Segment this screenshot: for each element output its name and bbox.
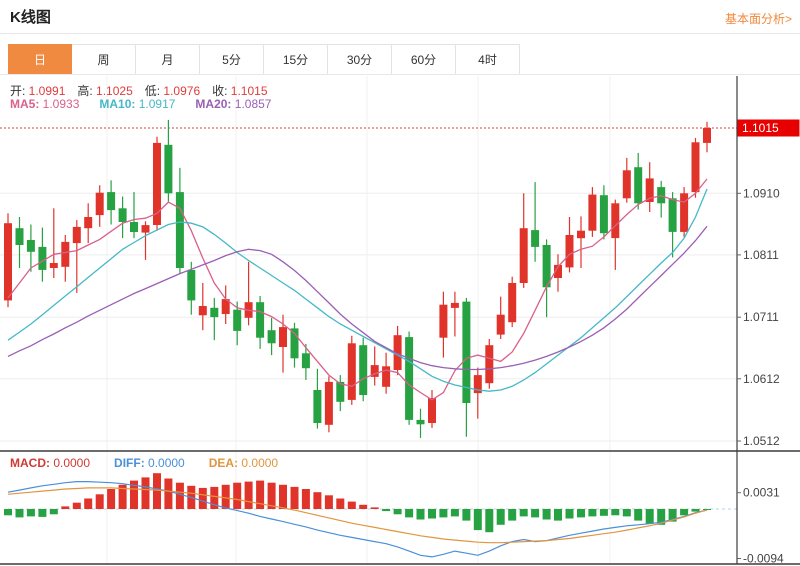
ma-legend-item-1: MA10: 1.0917 [99,97,176,111]
tab-period-2[interactable]: 月 [136,44,200,75]
ma-legend: MA5: 1.0933 MA10: 1.0917 MA20: 1.0857 [10,97,291,111]
tab-period-6[interactable]: 60分 [392,44,456,75]
ohlc-legend-item-2: 低: 1.0976 [144,84,201,98]
ohlc-legend-item-3: 收: 1.1015 [212,84,268,98]
ma-legend-item-2: MA20: 1.0857 [195,97,272,111]
svg-text:1.0512: 1.0512 [743,434,780,448]
svg-text:-0.0094: -0.0094 [743,552,784,566]
page-title: K线图 [10,9,51,26]
ohlc-legend-item-1: 高: 1.1025 [77,84,133,98]
tab-period-0[interactable]: 日 [8,44,72,75]
ma-legend-item-0: MA5: 1.0933 [10,97,80,111]
macd-legend-item-2: DEA: 0.0000 [208,456,279,470]
macd-legend-item-1: DIFF: 0.0000 [114,456,185,470]
macd-legend-item-0: MACD: 0.0000 [10,456,91,470]
period-tabbar: 日周月 5分 15分 30分 60分 4时 [8,44,520,75]
candlestick-macd-chart[interactable]: 1.0910 1.0811 1.0711 1.0612 1.0512 0.0031 -0.0… [0,76,800,566]
svg-text:1.0910: 1.0910 [743,186,780,200]
tab-period-7[interactable]: 4时 [456,44,520,75]
header-divider [0,33,800,34]
tab-period-5[interactable]: 30分 [328,44,392,75]
tab-period-1[interactable]: 周 [72,44,136,75]
svg-text:1.1015: 1.1015 [742,121,779,135]
tab-period-3[interactable]: 5分 [200,44,264,75]
fundamental-analysis-link[interactable]: 基本面分析> [724,12,792,26]
tab-period-4[interactable]: 15分 [264,44,328,75]
svg-text:1.0612: 1.0612 [743,372,780,386]
svg-text:0.0031: 0.0031 [743,486,780,500]
svg-text:1.0811: 1.0811 [743,248,779,262]
ohlc-legend: 开: 1.0991 高: 1.1025 低: 1.0976 收: 1.1015 [10,82,280,99]
ohlc-legend-item-0: 开: 1.0991 [10,84,66,98]
svg-text:1.0711: 1.0711 [743,310,779,324]
tabbar-baseline [0,74,800,75]
macd-legend: MACD: 0.0000 DIFF: 0.0000 DEA: 0.0000 [10,456,302,470]
